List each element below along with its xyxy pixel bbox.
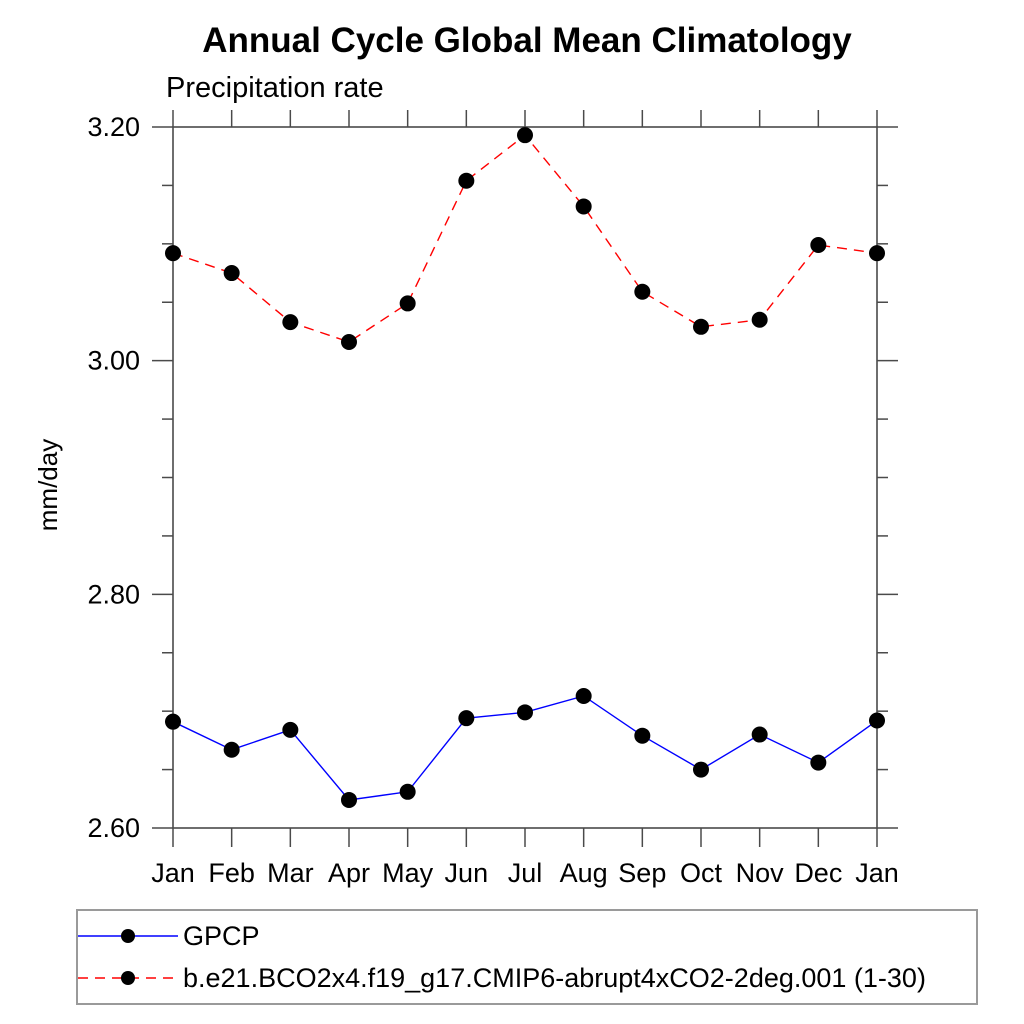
data-point-marker xyxy=(517,127,533,144)
x-tick-label: Feb xyxy=(208,858,255,888)
x-tick-label: Aug xyxy=(560,858,608,888)
data-point-marker xyxy=(341,791,357,808)
data-point-marker xyxy=(810,754,827,771)
y-tick-label: 3.20 xyxy=(87,112,140,142)
y-axis-unit-label: mm/day xyxy=(33,439,63,531)
data-point-marker xyxy=(517,704,533,721)
x-tick-label: Jan xyxy=(855,858,899,888)
y-tick-label: 2.60 xyxy=(87,813,140,843)
data-point-marker xyxy=(399,783,416,800)
data-point-marker xyxy=(223,741,240,758)
legend-label-model: b.e21.BCO2x4.f19_g17.CMIP6-abrupt4xCO2-2… xyxy=(183,963,926,993)
data-point-marker xyxy=(458,710,475,727)
data-point-marker xyxy=(869,712,885,729)
x-tick-label: Sep xyxy=(618,858,666,888)
data-point-marker xyxy=(282,721,299,738)
data-point-marker xyxy=(634,727,651,744)
legend-box xyxy=(76,909,978,1005)
left-axis-title: Precipitation rate xyxy=(166,72,384,104)
x-tick-label: Mar xyxy=(267,858,314,888)
x-tick-label: Jun xyxy=(445,858,489,888)
x-tick-label: Oct xyxy=(680,858,723,888)
legend: GPCP b.e21.BCO2x4.f19_g17.CMIP6-abrupt4x… xyxy=(76,909,978,1005)
y-tick-label: 2.80 xyxy=(87,579,140,609)
chart-title: Annual Cycle Global Mean Climatology xyxy=(202,21,852,60)
data-point-marker xyxy=(869,245,885,262)
data-point-marker xyxy=(399,295,416,312)
data-point-marker xyxy=(810,237,827,254)
data-point-marker xyxy=(575,198,592,215)
data-point-marker xyxy=(341,333,357,350)
x-tick-label: Dec xyxy=(794,858,842,888)
data-point-marker xyxy=(223,265,240,282)
data-point-marker xyxy=(282,314,299,331)
data-point-marker xyxy=(693,761,709,778)
data-point-marker xyxy=(165,713,181,730)
x-tick-label: Apr xyxy=(328,858,370,888)
series-line-1 xyxy=(172,134,878,343)
y-tick-label: 3.00 xyxy=(87,346,140,376)
x-tick-label: Jan xyxy=(151,858,195,888)
legend-label-gpcp: GPCP xyxy=(183,921,260,951)
data-point-marker xyxy=(575,687,592,704)
x-tick-label: Jul xyxy=(508,858,543,888)
data-point-marker xyxy=(751,311,768,328)
plot-area: 2.60 2.80 3.00 3.20 Jan Feb Mar Apr May Jun Jul Aug… xyxy=(87,110,899,888)
plot-frame xyxy=(172,126,878,829)
x-tick-label: Nov xyxy=(736,858,785,888)
legend-marker-model-icon xyxy=(121,971,135,985)
x-tick-label: May xyxy=(382,858,434,888)
legend-marker-gpcp-icon xyxy=(121,929,135,943)
data-point-marker xyxy=(751,726,768,743)
data-point-marker xyxy=(693,318,709,335)
data-point-marker xyxy=(458,172,475,189)
data-point-marker xyxy=(634,283,651,300)
data-point-marker xyxy=(165,245,181,262)
